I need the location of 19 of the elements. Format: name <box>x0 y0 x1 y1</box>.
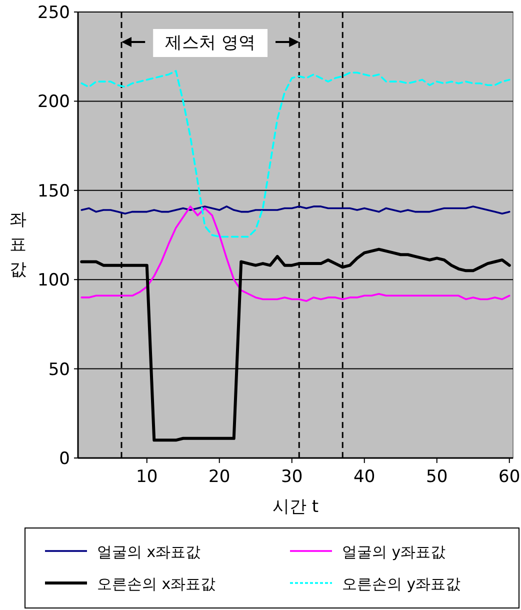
x-axis-title: 시간 t <box>272 497 319 517</box>
annotation: 제스처 영역 <box>165 33 256 53</box>
y-tick-label: 200 <box>38 92 70 112</box>
x-tick-label: 50 <box>426 467 448 487</box>
y-tick-label: 0 <box>59 449 70 469</box>
x-tick-label: 20 <box>208 467 230 487</box>
legend-label: 오른손의 x좌표값 <box>97 575 216 593</box>
y-tick-label: 100 <box>38 270 70 291</box>
legend-label: 오른손의 y좌표값 <box>342 575 461 593</box>
y-tick-label: 150 <box>38 181 70 202</box>
x-tick-label: 30 <box>281 467 303 487</box>
y-tick-label: 250 <box>38 3 70 23</box>
y-tick-label: 50 <box>48 360 70 380</box>
legend-label: 얼굴의 y좌표값 <box>342 543 446 561</box>
x-tick-label: 60 <box>498 467 520 487</box>
y-axis-title: 좌표값 <box>10 210 26 280</box>
x-tick-label: 10 <box>136 467 158 487</box>
legend-label: 얼굴의 x좌표값 <box>97 543 201 561</box>
x-tick-label: 40 <box>354 467 376 487</box>
